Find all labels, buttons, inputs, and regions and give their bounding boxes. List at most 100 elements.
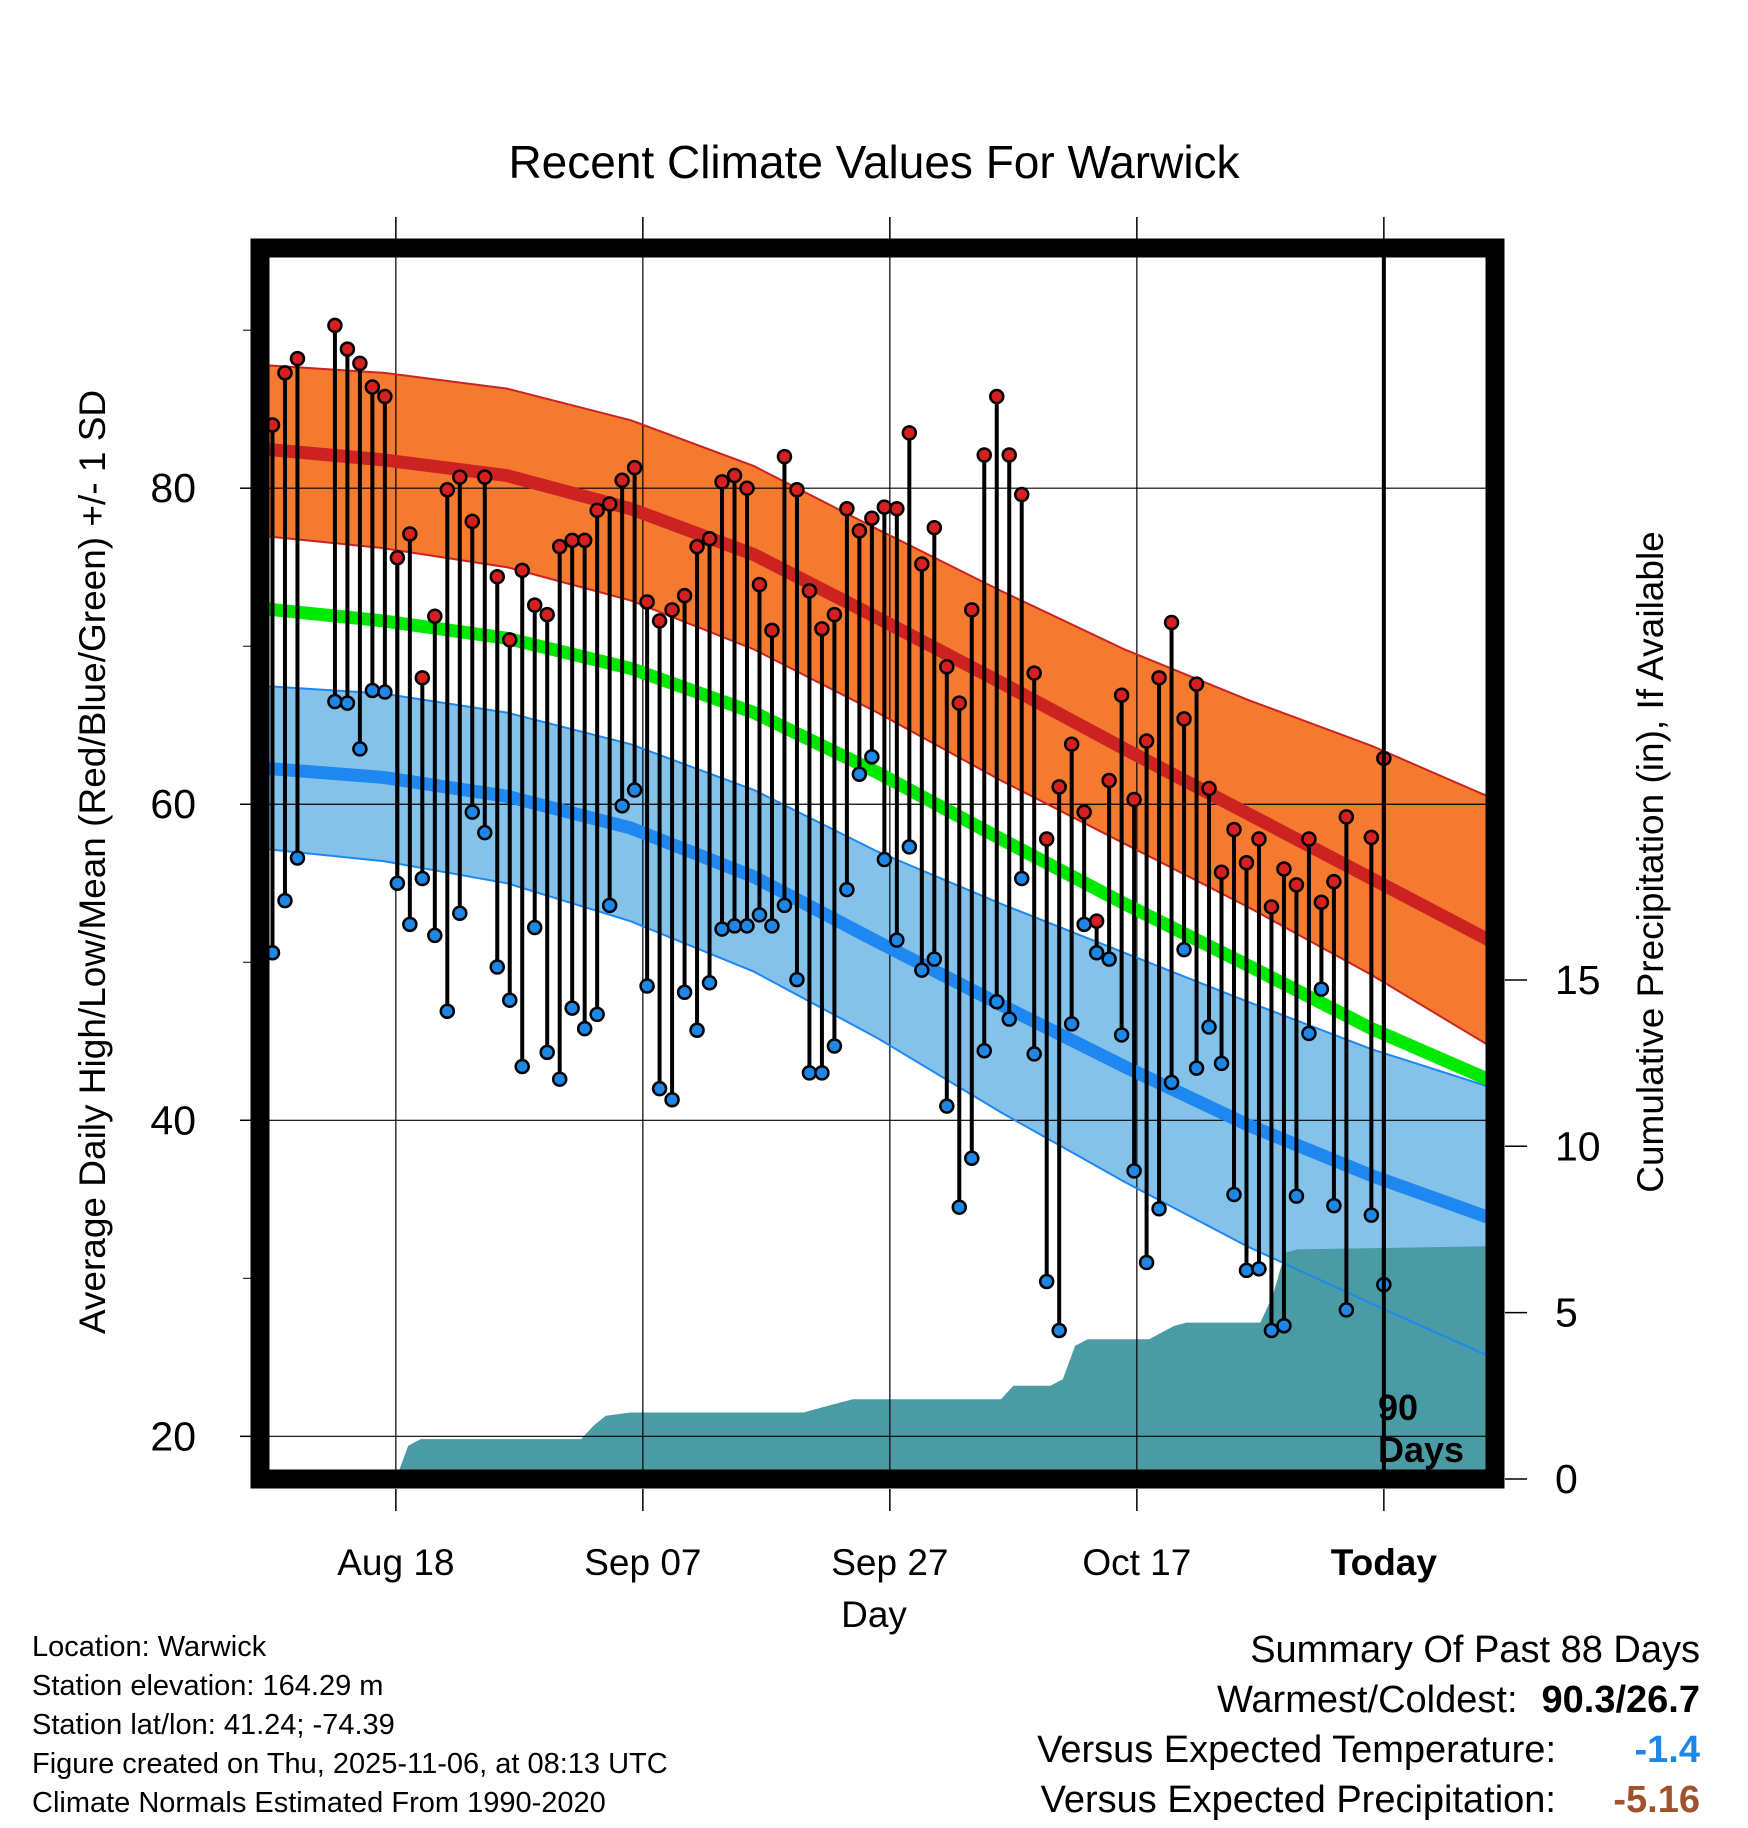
low-minus-sd-edge (260, 847, 1495, 1360)
daily-high-marker (1063, 736, 1080, 752)
station-info: Location: Warwick Station elevation: 164… (32, 1628, 668, 1823)
chart-title: Recent Climate Values For Warwick (508, 136, 1240, 188)
daily-low-marker (801, 1065, 818, 1081)
daily-low-marker (289, 850, 306, 866)
daily-high-marker (739, 480, 755, 496)
daily-low-marker (377, 684, 393, 700)
daily-low-marker (526, 919, 543, 936)
daily-low-marker (901, 839, 918, 855)
end-label-days: Days (1378, 1429, 1464, 1470)
daily-high-marker (1226, 821, 1242, 838)
high-plus-sd-edge (260, 363, 1495, 801)
daily-low-marker (776, 897, 793, 914)
daily-low-marker (664, 1091, 680, 1108)
daily-high-marker (614, 472, 630, 489)
daily-high-marker (539, 606, 555, 623)
daily-high-marker (601, 496, 618, 512)
daily-high-marker (1026, 665, 1042, 681)
daily-high-marker (1076, 804, 1092, 820)
daily-high-marker (514, 562, 530, 579)
daily-high-marker (1301, 831, 1317, 847)
x-tick-label: Sep 07 (584, 1542, 701, 1583)
daily-high-marker (464, 513, 481, 530)
daily-high-marker (864, 510, 880, 526)
daily-low-marker (614, 798, 630, 814)
daily-high-marker (764, 622, 780, 639)
daily-high-marker (477, 469, 493, 485)
daily-low-marker (501, 992, 518, 1008)
daily-high-marker (839, 500, 855, 517)
daily-low-marker (726, 918, 743, 934)
daily-low-marker (389, 875, 406, 892)
daily-high-marker (714, 474, 730, 490)
daily-high-marker (1326, 873, 1342, 890)
daily-low-marker (1063, 1016, 1080, 1032)
daily-high-marker (564, 532, 580, 549)
daily-high-marker (377, 388, 393, 405)
daily-low-marker (1138, 1254, 1155, 1271)
y-right-tick-label: 0 (1555, 1456, 1578, 1502)
y-right-tick-label: 5 (1555, 1290, 1578, 1336)
daily-low-marker (551, 1071, 568, 1087)
daily-high-marker (1001, 447, 1017, 463)
daily-low-marker (277, 892, 293, 909)
normal-low-line (260, 761, 1495, 1226)
latlon-text: Station lat/lon: 41.24; -74.39 (32, 1709, 395, 1741)
x-tick-label: Sep 27 (831, 1542, 948, 1583)
location-text: Location: Warwick (32, 1631, 267, 1663)
daily-low-marker (689, 1022, 705, 1038)
daily-low-marker (452, 905, 468, 922)
daily-low-marker (1213, 1055, 1230, 1072)
daily-low-marker (976, 1043, 993, 1059)
daily-high-marker (1263, 899, 1280, 915)
x-tick-label: Today (1331, 1542, 1438, 1583)
daily-high-marker (1363, 829, 1380, 846)
y-left-tick-label: 20 (150, 1413, 196, 1459)
daily-high-marker (526, 597, 543, 613)
daily-high-marker (1113, 687, 1130, 703)
daily-high-marker (402, 526, 418, 542)
daily-low-marker (1151, 1201, 1167, 1217)
daily-high-marker (1163, 614, 1180, 631)
daily-high-marker (814, 621, 830, 637)
daily-high-marker (826, 606, 843, 623)
summary-heading: Summary Of Past 88 Days (1250, 1629, 1700, 1671)
daily-low-marker (676, 984, 693, 1001)
daily-low-marker (1288, 1188, 1305, 1204)
daily-low-marker (1363, 1207, 1380, 1223)
daily-markers (260, 317, 1392, 1339)
daily-low-marker (1276, 1317, 1292, 1334)
daily-high-marker (1138, 733, 1155, 749)
daily-low-marker (1013, 870, 1030, 887)
daily-high-marker (639, 594, 655, 610)
daily-high-marker (801, 583, 818, 599)
daily-low-marker (751, 907, 768, 923)
daily-high-marker (1201, 780, 1217, 797)
daily-low-marker (1126, 1163, 1142, 1179)
x-tick-label: Oct 17 (1082, 1542, 1191, 1583)
x-axis-label: Day (841, 1594, 907, 1635)
daily-high-marker (1251, 831, 1267, 847)
daily-high-marker (289, 350, 306, 367)
warm-cold-value: 90.3/26.7 (1541, 1679, 1700, 1721)
daily-low-marker (926, 951, 943, 967)
daily-low-marker (1026, 1046, 1042, 1062)
high-minus-sd-edge (260, 534, 1495, 1051)
daily-high-marker (776, 448, 793, 465)
daily-high-marker (1013, 486, 1030, 503)
temp-departure-value: -1.4 (1634, 1729, 1700, 1771)
daily-high-marker (1338, 809, 1355, 825)
daily-low-marker (889, 932, 905, 948)
daily-low-marker (988, 994, 1005, 1010)
y-right-tick-label: 15 (1555, 957, 1601, 1003)
daily-low-marker (639, 978, 655, 994)
daily-low-marker (1313, 981, 1330, 997)
daily-high-marker (1101, 772, 1117, 789)
precip-departure-value: -5.16 (1613, 1779, 1700, 1821)
daily-high-marker (327, 317, 343, 334)
normal-mean-line (260, 601, 1495, 1089)
daily-high-marker (988, 388, 1005, 405)
daily-low-marker (1176, 941, 1192, 958)
daily-high-marker (389, 549, 406, 566)
daily-high-marker (439, 482, 456, 498)
